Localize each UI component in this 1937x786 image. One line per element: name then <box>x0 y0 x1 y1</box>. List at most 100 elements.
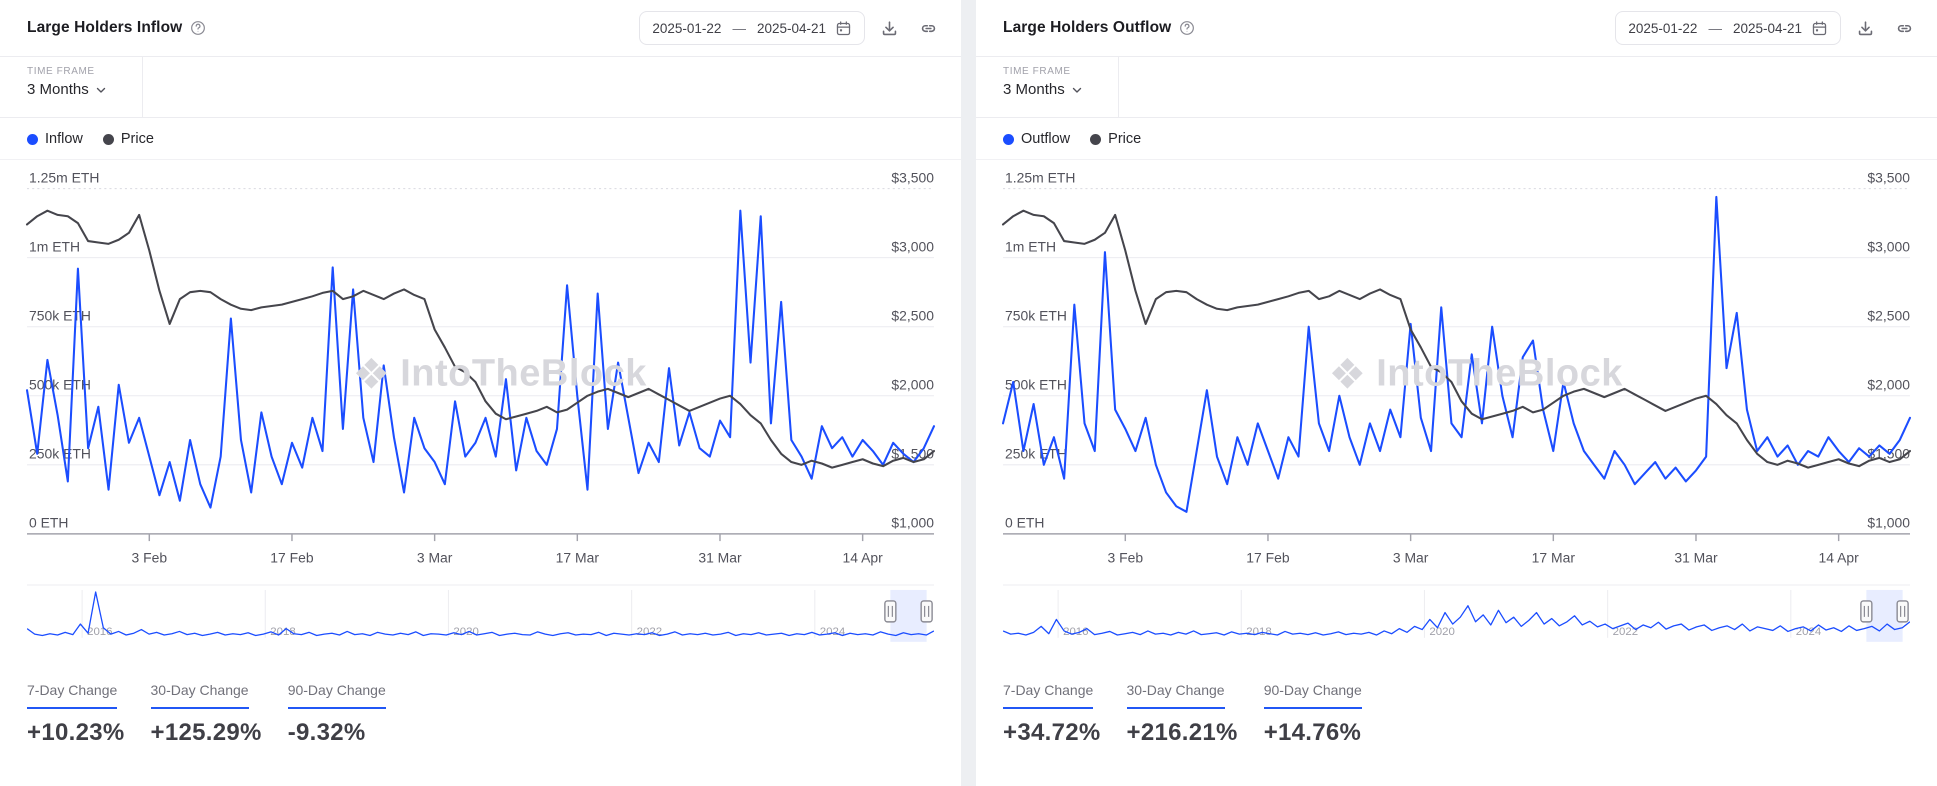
legend-item-price[interactable]: Price <box>102 131 154 147</box>
svg-text:$1,000: $1,000 <box>891 515 934 531</box>
time-frame-row: TIME FRAME 3 Months <box>976 57 1937 118</box>
stat-7-day: 7-Day Change +34.72% <box>1003 682 1101 747</box>
page-title: Large Holders Inflow <box>27 19 183 36</box>
stat-30-day-label[interactable]: 30-Day Change <box>150 682 249 709</box>
svg-text:0 ETH: 0 ETH <box>1005 515 1044 531</box>
legend: Inflow Price <box>0 118 961 160</box>
stat-90-day-value: -9.32% <box>287 718 366 746</box>
date-start: 2025-01-22 <box>652 20 722 36</box>
date-start: 2025-01-22 <box>1628 20 1698 36</box>
time-frame-value: 3 Months <box>27 81 89 98</box>
download-button[interactable] <box>875 14 904 43</box>
main-chart[interactable]: 1.25m ETH $3,500 1m ETH $3,000 750k ETH $2,50… <box>976 168 1937 572</box>
minimap-chart[interactable]: 2016 2018 2020 2022 2024 <box>27 584 934 642</box>
svg-text:2016: 2016 <box>87 626 112 638</box>
time-frame-label: TIME FRAME <box>27 66 95 77</box>
svg-text:14 Apr: 14 Apr <box>1819 550 1860 566</box>
timeline-minimap[interactable]: 2016 2018 2020 2022 2024 <box>976 584 1937 642</box>
svg-text:2020: 2020 <box>1429 626 1454 638</box>
svg-text:17 Mar: 17 Mar <box>1532 550 1576 566</box>
copy-link-button[interactable] <box>1890 14 1919 43</box>
svg-text:31 Mar: 31 Mar <box>698 550 742 566</box>
date-range-picker[interactable]: 2025-01-22 — 2025-04-21 <box>639 11 865 45</box>
legend-label: Inflow <box>45 131 83 147</box>
svg-text:$2,000: $2,000 <box>1867 377 1910 393</box>
time-frame-select[interactable]: TIME FRAME 3 Months <box>0 57 143 117</box>
svg-text:2020: 2020 <box>453 626 478 638</box>
date-end: 2025-04-21 <box>1732 20 1802 36</box>
chevron-down-icon <box>96 87 105 93</box>
change-stats: 7-Day Change +34.72% 30-Day Change +216.… <box>976 682 1937 747</box>
minimap-chart[interactable]: 2016 2018 2020 2022 2024 <box>1003 584 1910 642</box>
legend-item-outflow[interactable]: Outflow <box>1003 131 1070 147</box>
svg-text:3 Mar: 3 Mar <box>1393 550 1429 566</box>
svg-text:2018: 2018 <box>1246 626 1271 638</box>
svg-text:$1,000: $1,000 <box>1867 515 1910 531</box>
svg-text:$3,000: $3,000 <box>891 238 934 254</box>
svg-text:750k ETH: 750k ETH <box>1005 308 1067 324</box>
stat-7-day-value: +34.72% <box>1003 718 1101 746</box>
stat-90-day-value: +14.76% <box>1263 718 1362 746</box>
main-chart[interactable]: 1.25m ETH $3,500 1m ETH $3,000 750k ETH $2,50… <box>0 168 961 572</box>
stat-7-day: 7-Day Change +10.23% <box>27 682 125 747</box>
brush-handle[interactable] <box>884 600 897 623</box>
time-frame-select[interactable]: TIME FRAME 3 Months <box>976 57 1119 117</box>
stat-7-day-label[interactable]: 7-Day Change <box>1003 682 1094 709</box>
stat-90-day: 90-Day Change -9.32% <box>287 682 386 747</box>
svg-text:500k ETH: 500k ETH <box>1005 377 1067 393</box>
copy-link-button[interactable] <box>914 14 943 43</box>
legend-item-price[interactable]: Price <box>1090 131 1141 147</box>
legend-label: Price <box>120 131 154 147</box>
svg-text:2022: 2022 <box>637 626 662 638</box>
brush-handle[interactable] <box>920 600 933 623</box>
outflow-price-chart[interactable]: 1.25m ETH $3,500 1m ETH $3,000 750k ETH $2,50… <box>1001 168 1912 572</box>
time-frame-value: 3 Months <box>1003 81 1065 98</box>
svg-text:17 Mar: 17 Mar <box>556 550 600 566</box>
price-series-dot <box>102 133 114 145</box>
svg-text:$3,500: $3,500 <box>891 169 934 185</box>
svg-text:2022: 2022 <box>1613 626 1638 638</box>
stat-90-day-label[interactable]: 90-Day Change <box>287 682 386 709</box>
svg-text:$3,500: $3,500 <box>1867 169 1910 185</box>
stat-7-day-label[interactable]: 7-Day Change <box>27 682 118 709</box>
stat-90-day-label[interactable]: 90-Day Change <box>1263 682 1362 709</box>
inflow-series-dot <box>27 133 38 145</box>
svg-text:$2,000: $2,000 <box>891 377 934 393</box>
panel-header: Large Holders Inflow 2025-01-22 — 2025-0… <box>0 0 961 57</box>
svg-text:250k ETH: 250k ETH <box>29 446 91 462</box>
svg-text:$3,000: $3,000 <box>1867 238 1910 254</box>
stat-30-day-value: +125.29% <box>150 718 262 746</box>
svg-text:$2,500: $2,500 <box>891 308 934 324</box>
svg-text:17 Feb: 17 Feb <box>270 550 314 566</box>
time-frame-label: TIME FRAME <box>1003 66 1071 77</box>
price-series-dot <box>1090 133 1102 145</box>
help-icon[interactable] <box>190 20 206 36</box>
legend-item-inflow[interactable]: Inflow <box>27 131 83 147</box>
date-separator: — <box>1708 20 1722 36</box>
svg-text:1.25m ETH: 1.25m ETH <box>29 169 99 185</box>
svg-text:1m ETH: 1m ETH <box>1005 238 1056 254</box>
svg-text:2024: 2024 <box>1796 626 1822 638</box>
svg-text:3 Feb: 3 Feb <box>132 550 168 566</box>
svg-text:0 ETH: 0 ETH <box>29 515 68 531</box>
brush-handle[interactable] <box>1896 600 1909 623</box>
download-button[interactable] <box>1851 14 1880 43</box>
date-separator: — <box>732 20 746 36</box>
panel-large-holders-outflow: Large Holders Outflow 2025-01-22 — 2025-… <box>976 0 1937 786</box>
panel-header: Large Holders Outflow 2025-01-22 — 2025-… <box>976 0 1937 57</box>
stat-30-day-value: +216.21% <box>1126 718 1238 746</box>
timeline-minimap[interactable]: 2016 2018 2020 2022 2024 <box>0 584 961 642</box>
outflow-series-dot <box>1003 133 1014 145</box>
stat-30-day-label[interactable]: 30-Day Change <box>1126 682 1225 709</box>
stat-90-day: 90-Day Change +14.76% <box>1263 682 1362 747</box>
svg-text:17 Feb: 17 Feb <box>1246 550 1290 566</box>
date-range-picker[interactable]: 2025-01-22 — 2025-04-21 <box>1615 11 1841 45</box>
svg-text:$2,500: $2,500 <box>1867 308 1910 324</box>
legend: Outflow Price <box>976 118 1937 160</box>
brush-handle[interactable] <box>1860 600 1873 623</box>
svg-text:31 Mar: 31 Mar <box>1674 550 1718 566</box>
link-icon <box>921 24 936 32</box>
stat-30-day: 30-Day Change +216.21% <box>1126 682 1238 747</box>
help-icon[interactable] <box>1179 20 1195 36</box>
